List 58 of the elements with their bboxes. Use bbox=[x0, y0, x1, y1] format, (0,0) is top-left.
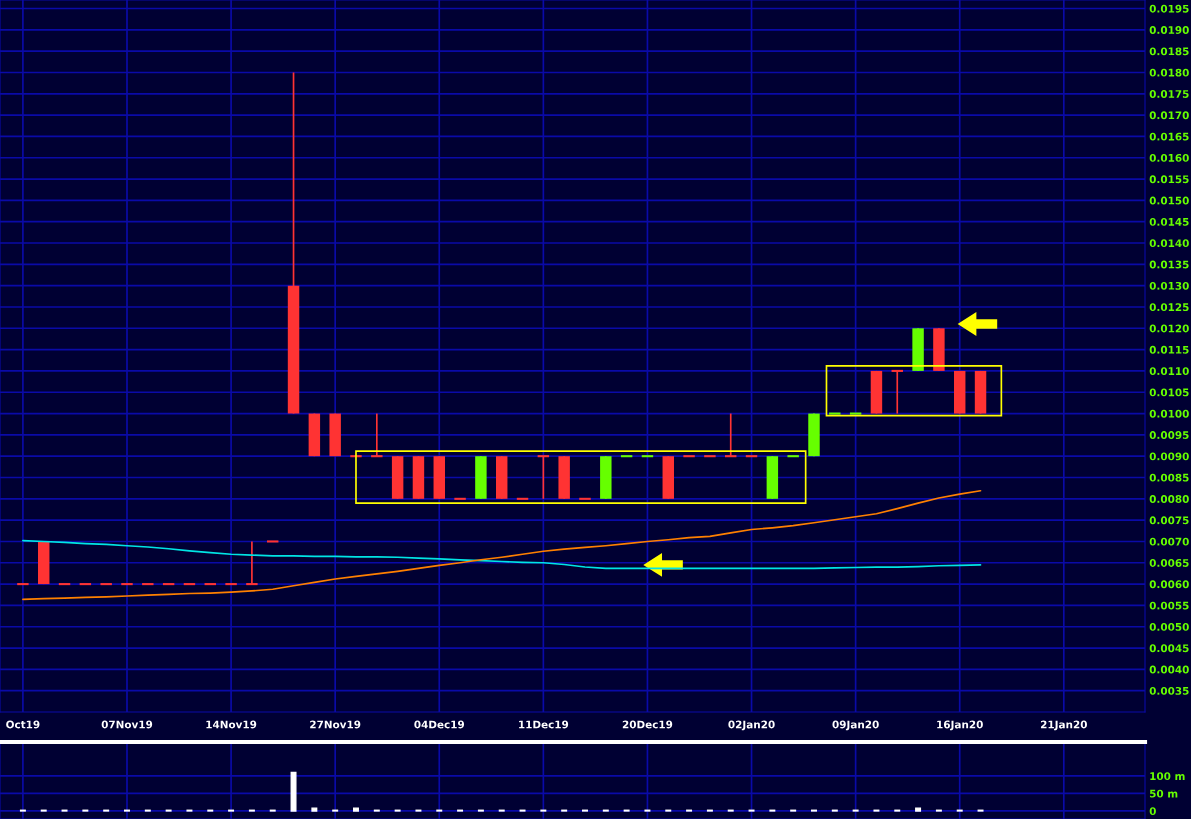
y-tick-label: 0.0195 bbox=[1149, 4, 1189, 13]
x-tick-label: Oct19 bbox=[6, 720, 40, 729]
candlestick bbox=[890, 369, 905, 415]
y-tick-label: 0.0065 bbox=[1149, 559, 1189, 567]
y-tick-label: 0.0075 bbox=[1149, 516, 1189, 525]
y-tick-label: 0.0070 bbox=[1149, 537, 1189, 546]
x-tick-label: 02Jan20 bbox=[728, 720, 775, 731]
y-tick-label: 0.0185 bbox=[1149, 47, 1189, 56]
y-tick-label: 0.0085 bbox=[1149, 473, 1189, 482]
y-tick-label: 0.0055 bbox=[1149, 601, 1189, 610]
y-tick-label: 0.0105 bbox=[1149, 388, 1189, 397]
y-tick-label: 50 m bbox=[1149, 789, 1178, 798]
y-tick-label: 0.0170 bbox=[1149, 111, 1189, 120]
candlestick bbox=[370, 412, 384, 458]
y-tick-label: 0.0130 bbox=[1149, 281, 1189, 290]
candlestick bbox=[723, 412, 738, 458]
y-tick-label: 0.0035 bbox=[1149, 686, 1189, 695]
y-tick-label: 0.0050 bbox=[1149, 622, 1189, 631]
candlestick bbox=[245, 540, 259, 586]
x-tick-label: 16Jan20 bbox=[937, 720, 983, 731]
x-tick-label: 11Dec19 bbox=[519, 720, 569, 729]
x-tick-label: 14Nov19 bbox=[206, 720, 257, 729]
y-tick-label: 0.0125 bbox=[1149, 303, 1189, 312]
bar bbox=[290, 771, 297, 812]
x-tick-label: 07Nov19 bbox=[101, 720, 153, 729]
y-tick-label: 0.0140 bbox=[1149, 239, 1189, 248]
x-tick-label: 04Dec19 bbox=[414, 720, 465, 729]
bar bbox=[915, 807, 922, 812]
y-tick-label: 0.0120 bbox=[1149, 324, 1189, 333]
y-tick-label: 0.0110 bbox=[1149, 367, 1189, 376]
y-tick-label: 0.0155 bbox=[1149, 175, 1189, 184]
y-tick-label: 0.0040 bbox=[1149, 665, 1189, 674]
line-series bbox=[22, 539, 982, 570]
y-tick-label: 100 m bbox=[1150, 772, 1185, 781]
y-tick-label: 0.0080 bbox=[1149, 495, 1189, 503]
y-tick-label: 0.0150 bbox=[1149, 196, 1189, 205]
y-tick-label: 0.0145 bbox=[1149, 217, 1189, 226]
x-tick-label: 09Jan20 bbox=[832, 720, 879, 731]
x-tick-label: 21Jan20 bbox=[1040, 720, 1087, 731]
y-tick-label: 0.0160 bbox=[1149, 153, 1189, 162]
bar bbox=[353, 807, 359, 812]
y-tick-label: 0.0190 bbox=[1149, 26, 1189, 34]
line-series bbox=[22, 489, 982, 601]
y-tick-label: 0.0090 bbox=[1149, 452, 1189, 461]
bar bbox=[311, 807, 318, 812]
y-tick-label: 0.0180 bbox=[1149, 68, 1189, 77]
y-tick-label: 0 bbox=[1149, 807, 1156, 816]
y-tick-label: 0.0165 bbox=[1149, 132, 1189, 141]
y-tick-label: 0.0175 bbox=[1149, 90, 1189, 98]
x-tick-label: 27Nov19 bbox=[310, 720, 361, 729]
y-tick-label: 0.0095 bbox=[1149, 431, 1189, 439]
x-tick-label: 20Dec19 bbox=[622, 720, 673, 729]
y-tick-label: 0.0115 bbox=[1149, 345, 1189, 354]
y-tick-label: 0.0045 bbox=[1149, 644, 1189, 653]
y-tick-label: 0.0100 bbox=[1149, 409, 1189, 418]
y-tick-label: 0.0135 bbox=[1149, 260, 1189, 269]
candlestick bbox=[536, 455, 551, 500]
y-tick-label: 0.0060 bbox=[1149, 580, 1189, 589]
